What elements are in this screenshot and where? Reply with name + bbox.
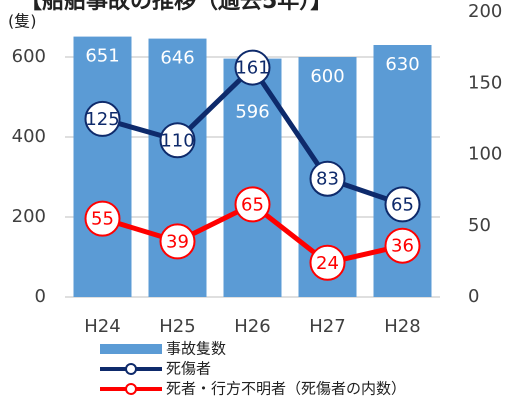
x-tick-label: H25: [159, 316, 195, 337]
y2-tick-label: 100: [468, 144, 502, 165]
point-label: 39: [166, 231, 189, 252]
y-tick-label: 0: [35, 286, 46, 307]
point-label: 83: [316, 169, 339, 190]
legend-label: 死者・行方不明者（死傷者の内数）: [166, 380, 406, 398]
marker: [159, 122, 196, 159]
x-tick-label: H27: [309, 316, 345, 337]
x-tick-label: H24: [84, 316, 120, 337]
legend-swatch: [125, 363, 137, 375]
bar-label: 646: [160, 48, 194, 69]
y2-tick-label: 150: [468, 72, 502, 93]
marker: [234, 49, 271, 86]
x-tick-label: H28: [384, 316, 420, 337]
marker: [159, 223, 196, 260]
marker: [309, 160, 346, 197]
legend-swatch: [100, 344, 162, 354]
point-label: 36: [391, 236, 414, 257]
legend-label: 事故隻数: [166, 340, 226, 358]
point-label: 55: [91, 209, 114, 230]
point-label: 65: [241, 194, 264, 215]
bar-label: 600: [310, 66, 344, 87]
point-label: 24: [316, 253, 339, 274]
marker: [234, 186, 271, 223]
point-label: 125: [85, 109, 119, 130]
bar-label: 596: [235, 102, 269, 123]
legend-swatch: [125, 383, 137, 395]
bar-label: 630: [385, 54, 419, 75]
y-unit: (隻): [8, 12, 37, 31]
chart-title: 【船舶事故の推移（過去5年）】: [20, 0, 332, 14]
marker: [309, 244, 346, 281]
point-label: 161: [235, 58, 269, 79]
y-tick-label: 400: [12, 126, 46, 147]
marker: [84, 100, 121, 137]
bar: [73, 36, 132, 297]
y-tick-label: 600: [12, 46, 46, 67]
point-label: 65: [391, 194, 414, 215]
bar-label: 651: [85, 46, 119, 67]
marker: [384, 186, 421, 223]
y2-tick-label: 50: [468, 215, 491, 236]
legend-label: 死傷者: [166, 360, 211, 378]
y2-tick-label: 200: [468, 1, 502, 22]
marker: [84, 200, 121, 237]
point-label: 110: [160, 130, 194, 151]
x-tick-label: H26: [234, 316, 270, 337]
y-tick-label: 200: [12, 206, 46, 227]
y2-tick-label: 0: [468, 286, 479, 307]
marker: [384, 227, 421, 264]
